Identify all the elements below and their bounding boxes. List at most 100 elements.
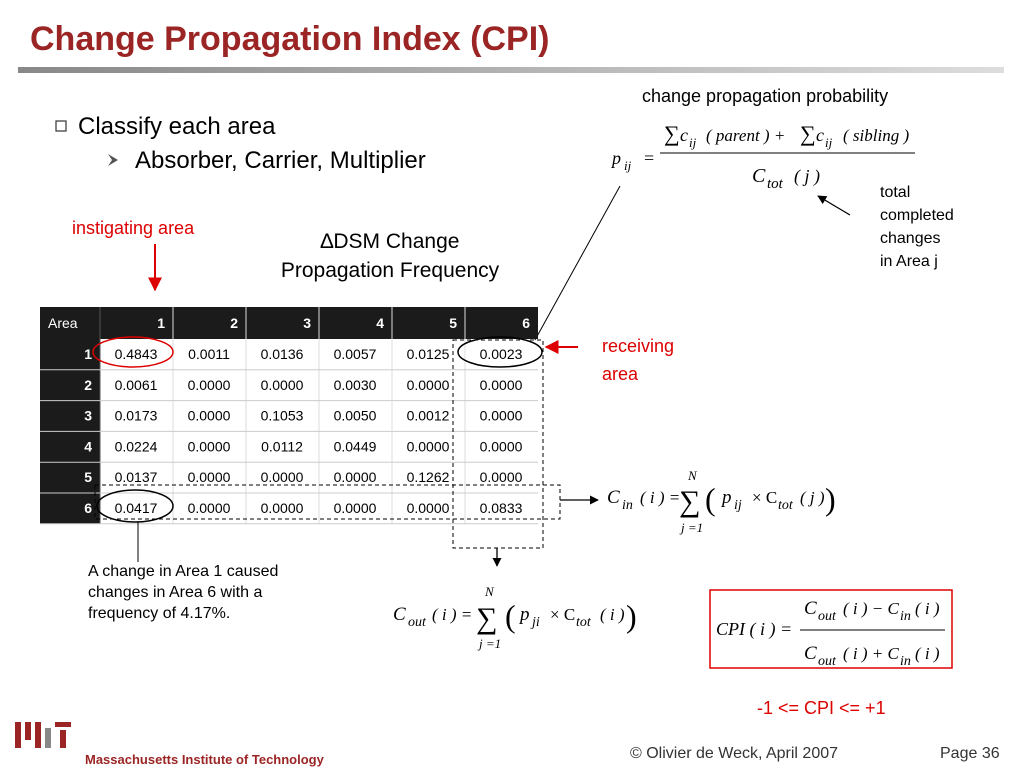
formula-part: ( i ) + C	[843, 644, 900, 663]
formula-part: ij	[624, 158, 632, 173]
cell: 0.0000	[480, 469, 523, 485]
bullet-icon	[55, 120, 67, 132]
header-row	[40, 307, 538, 339]
formula-part: ij	[689, 135, 697, 150]
cell: 0.0000	[480, 408, 523, 424]
arrow	[817, 195, 851, 216]
formula-part: (	[505, 598, 516, 634]
cell: 0.0000	[407, 500, 450, 516]
formula-part: in	[900, 654, 911, 669]
header-cell: Area	[48, 315, 78, 331]
formula-part: tot	[576, 615, 592, 630]
bullet: Classify each area	[78, 113, 276, 140]
formula-part: × C	[752, 488, 777, 507]
formula-part: c	[680, 125, 688, 145]
row-header-cell: 5	[84, 469, 92, 485]
formula-part: CPI ( i ) =	[716, 619, 792, 640]
cell: 0.1262	[407, 469, 450, 485]
header-cell: 2	[230, 315, 238, 331]
formula-part: tot	[767, 176, 784, 192]
cell: 0.0011	[188, 346, 230, 362]
cell: 0.0112	[261, 438, 303, 454]
receiving-label: receiving	[602, 336, 674, 356]
author: © Olivier de Weck, April 2007	[630, 745, 838, 762]
note: A change in Area 1 caused changes in Are…	[88, 563, 278, 622]
formula-part: out	[818, 654, 837, 669]
cell: 0.0125	[407, 346, 450, 362]
highlight	[457, 336, 543, 368]
sub-bullet-icon	[108, 154, 118, 166]
formula-part: × C	[550, 605, 575, 624]
cell: 0.0000	[334, 469, 377, 485]
formula-part: tot	[778, 498, 794, 513]
cell: 0.1053	[261, 408, 304, 424]
formula-part: ( parent ) +	[706, 126, 785, 145]
formula-part: j =1	[679, 520, 703, 535]
cell: 0.0000	[407, 438, 450, 454]
formula-part: p	[720, 487, 732, 508]
formula-part: out	[818, 609, 837, 624]
formula-part: =	[644, 148, 654, 168]
cell: 0.0449	[334, 438, 377, 454]
formula-part: ( j )	[800, 488, 825, 507]
formula-part: ∑	[476, 602, 497, 635]
row-header-cell: 1	[84, 346, 92, 362]
row-header-cell: 4	[84, 438, 92, 454]
page-number: Page 36	[940, 745, 1000, 762]
cpi-box	[709, 589, 953, 669]
cell: 0.0000	[188, 500, 231, 516]
formula-part: )	[825, 481, 836, 517]
formula-part: ( i ) =	[640, 488, 680, 507]
cell: 0.0417	[115, 500, 158, 516]
formula-part: C	[393, 604, 406, 625]
formula-part: ij	[734, 498, 742, 513]
cell: 0.0173	[115, 408, 158, 424]
logo-bar	[35, 722, 41, 748]
formula-part: )	[626, 598, 637, 634]
cell: 0.0000	[188, 469, 231, 485]
formula-part: ∑	[679, 485, 700, 518]
total-label: total completed changes in Area j	[880, 184, 954, 270]
probability-label: change propagation probability	[642, 86, 888, 106]
title: Change Propagation Index (CPI)	[30, 20, 549, 58]
cell: 0.0000	[188, 408, 231, 424]
mit-logo	[15, 722, 71, 748]
cell: 0.0050	[334, 408, 377, 424]
row-header-cell: 2	[84, 377, 92, 393]
row-box	[94, 484, 561, 520]
dsm-label: ∆DSM Change	[321, 230, 460, 253]
column-box	[452, 339, 544, 549]
cell: 0.0061	[115, 377, 158, 393]
formula-part: ( i )	[915, 599, 940, 618]
row-header-cell: 3	[84, 408, 92, 424]
highlight	[96, 489, 174, 523]
formula-part: out	[408, 615, 427, 630]
logo-bar	[60, 730, 66, 748]
cell: 0.0000	[188, 438, 231, 454]
formula-part: (	[705, 481, 716, 517]
formula-part: in	[900, 609, 911, 624]
cell: 0.0833	[480, 500, 523, 516]
formula-part: ji	[530, 615, 540, 630]
logo-bar	[45, 728, 51, 748]
formula-part: ( i )	[600, 605, 625, 624]
logo-bar	[15, 722, 21, 748]
cell: 0.0000	[261, 377, 304, 393]
formula-part: N	[687, 468, 698, 483]
cell: 0.0000	[480, 438, 523, 454]
formula-part: p	[518, 604, 530, 625]
range-label: -1 <= CPI <= +1	[757, 698, 886, 718]
cell: 0.4843	[115, 346, 158, 362]
formula-part: C	[804, 598, 817, 619]
formula-part: p	[610, 148, 621, 168]
header-cell: 5	[449, 315, 457, 331]
cell: 0.0057	[334, 346, 377, 362]
total-line: completed	[880, 207, 954, 224]
cell: 0.0000	[334, 500, 377, 516]
total-line: in Area j	[880, 253, 938, 270]
formula-part: ( i ) =	[432, 605, 472, 624]
sub-bullet: Absorber, Carrier, Multiplier	[135, 147, 426, 174]
cell: 0.0023	[480, 346, 523, 362]
formulas: p ij =∑ c ij( parent ) + ∑ c ij( sibling )C tot(…	[393, 121, 940, 669]
formula-part: c	[816, 125, 824, 145]
